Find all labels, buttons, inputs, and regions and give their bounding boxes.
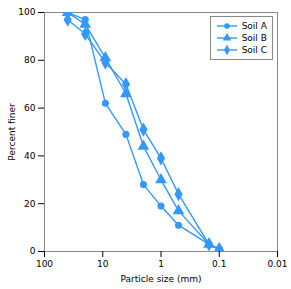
svg-text:1: 1 [158, 259, 164, 269]
svg-text:Percent finer: Percent finer [7, 103, 17, 161]
svg-text:60: 60 [24, 103, 36, 113]
html-text:Soil A: Soil A [241, 21, 267, 31]
svg-text:0.01: 0.01 [267, 259, 287, 269]
svg-text:100: 100 [18, 7, 35, 17]
svg-text:0.1: 0.1 [212, 259, 226, 269]
svg-text:20: 20 [24, 199, 36, 209]
svg-text:0: 0 [30, 246, 36, 256]
svg-text:100: 100 [36, 259, 53, 269]
svg-text:40: 40 [24, 151, 36, 161]
svg-text:10: 10 [97, 259, 109, 269]
svg-text:Particle size (mm): Particle size (mm) [121, 274, 202, 284]
svg-text:80: 80 [24, 55, 36, 65]
html-text:Soil B: Soil B [241, 33, 267, 43]
html-text:Soil C: Soil C [241, 45, 267, 55]
